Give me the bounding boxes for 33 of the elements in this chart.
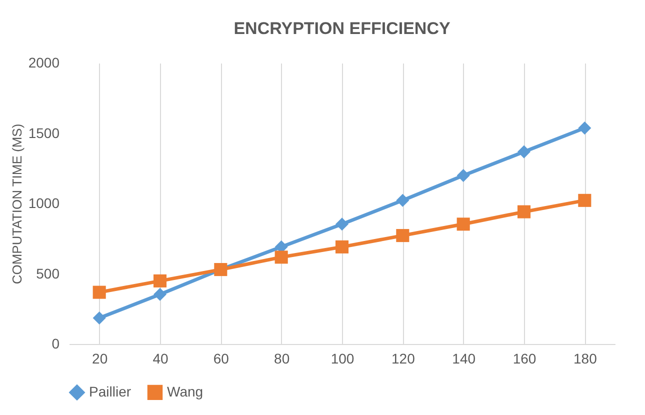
x-tick-label: 160 bbox=[512, 350, 536, 366]
legend-label: Wang bbox=[167, 383, 204, 400]
legend-label: Paillier bbox=[89, 383, 132, 400]
x-tick-label: 120 bbox=[391, 350, 416, 366]
point bbox=[517, 145, 531, 158]
y-tick-label: 1500 bbox=[28, 124, 60, 141]
point bbox=[92, 311, 106, 325]
point bbox=[456, 218, 470, 231]
point bbox=[578, 122, 592, 135]
point bbox=[153, 288, 167, 301]
point bbox=[274, 250, 288, 264]
y-tick-label: 500 bbox=[36, 265, 60, 282]
x-tick-label: 180 bbox=[573, 350, 598, 366]
point bbox=[578, 194, 592, 207]
point bbox=[92, 286, 106, 299]
point bbox=[456, 169, 470, 182]
chart-title: ENCRYPTION EFFICIENCY bbox=[234, 19, 451, 38]
x-tick-label: 100 bbox=[330, 350, 354, 366]
point bbox=[517, 205, 531, 218]
x-tick-label: 60 bbox=[213, 350, 230, 366]
y-tick-label: 0 bbox=[52, 336, 60, 352]
point bbox=[335, 240, 349, 254]
point bbox=[153, 274, 167, 288]
y-tick-label: 1000 bbox=[28, 195, 60, 211]
y-axis-title: COMPUTATION TIME (MS) bbox=[9, 124, 24, 284]
x-tick-label: 40 bbox=[152, 350, 168, 366]
point bbox=[335, 218, 349, 231]
x-tick-label: 20 bbox=[92, 350, 108, 366]
x-tick-label: 80 bbox=[274, 350, 290, 366]
y-tick-label: 2000 bbox=[28, 54, 60, 70]
x-tick-label: 140 bbox=[452, 350, 476, 366]
point bbox=[396, 229, 410, 242]
point bbox=[396, 194, 410, 207]
